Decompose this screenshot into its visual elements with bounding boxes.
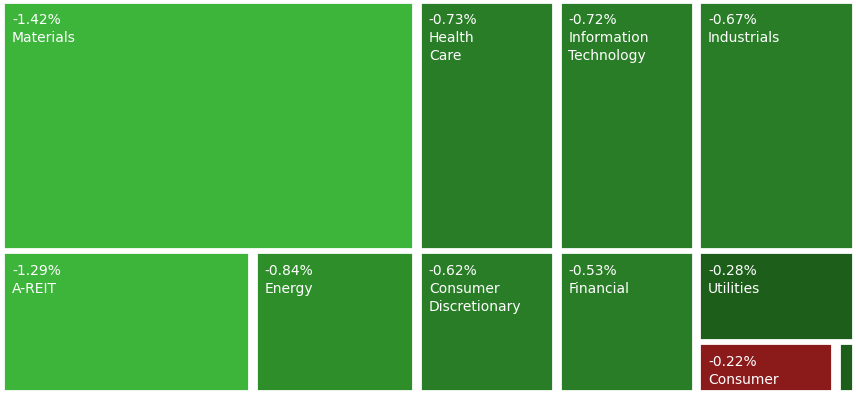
- FancyBboxPatch shape: [560, 2, 693, 249]
- FancyBboxPatch shape: [3, 2, 413, 249]
- FancyBboxPatch shape: [839, 343, 853, 391]
- FancyBboxPatch shape: [699, 252, 853, 340]
- FancyBboxPatch shape: [420, 252, 553, 391]
- Text: -0.28%
Utilities: -0.28% Utilities: [708, 264, 760, 296]
- Text: -0.53%
Financial: -0.53% Financial: [568, 264, 629, 296]
- Text: -0.22%
Consumer
Staples: -0.22% Consumer Staples: [708, 355, 779, 393]
- FancyBboxPatch shape: [256, 252, 413, 391]
- FancyBboxPatch shape: [560, 252, 693, 391]
- Text: -0.73%
Health
Care: -0.73% Health Care: [429, 13, 478, 63]
- Text: -1.29%
A-REIT: -1.29% A-REIT: [12, 264, 61, 296]
- Text: -0.72%
Information
Technology: -0.72% Information Technology: [568, 13, 649, 63]
- FancyBboxPatch shape: [3, 252, 249, 391]
- Text: -1.42%
Materials: -1.42% Materials: [12, 13, 76, 45]
- FancyBboxPatch shape: [699, 2, 853, 249]
- FancyBboxPatch shape: [420, 2, 553, 249]
- Text: -0.62%
Consumer
Discretionary: -0.62% Consumer Discretionary: [429, 264, 521, 314]
- Text: -0.84%
Energy: -0.84% Energy: [265, 264, 313, 296]
- Text: -0.67%
Industrials: -0.67% Industrials: [708, 13, 780, 45]
- FancyBboxPatch shape: [699, 343, 832, 391]
